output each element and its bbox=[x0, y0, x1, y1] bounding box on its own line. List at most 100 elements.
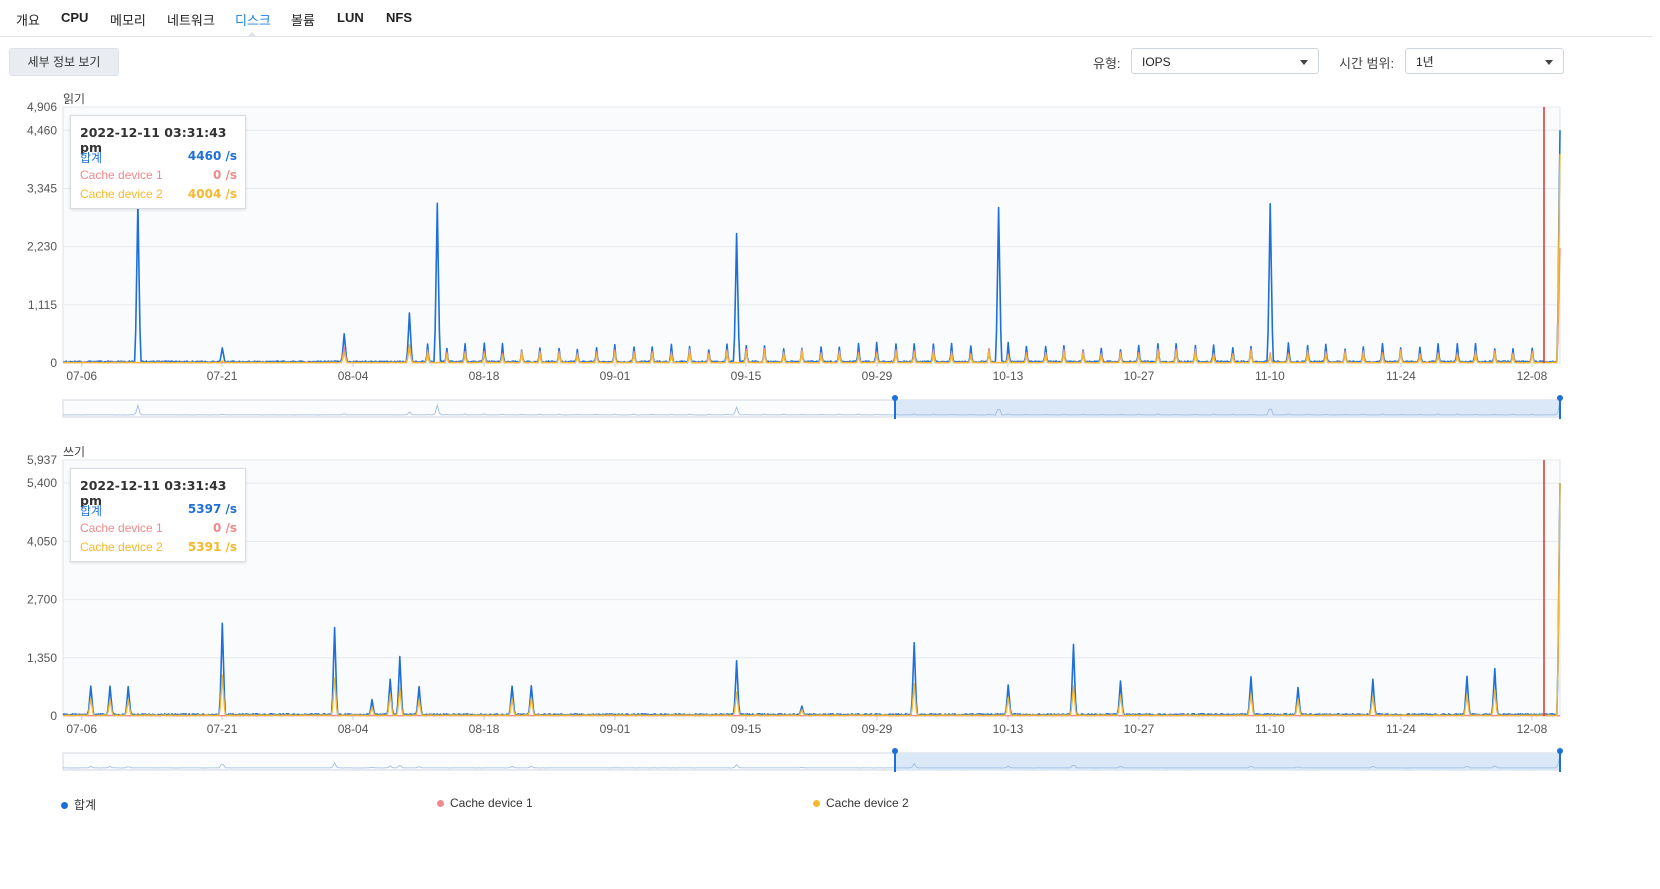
view-details-button[interactable]: 세부 정보 보기 bbox=[9, 48, 119, 76]
tooltip-series-name: Cache device 1 bbox=[80, 521, 163, 535]
legend-item-total[interactable]: 합계 bbox=[61, 796, 96, 813]
tooltip-series-value: 4460 /s bbox=[187, 149, 237, 163]
x-tick-label: 07-21 bbox=[207, 369, 238, 383]
read-iops-chart[interactable]: 4,906 4,460 3,345 2,230 1,115 0 07-06 07-21 08-0… bbox=[0, 95, 1660, 425]
x-tick-label: 10-13 bbox=[993, 722, 1024, 736]
type-select[interactable]: IOPS bbox=[1131, 48, 1319, 74]
x-tick-label: 09-15 bbox=[731, 369, 762, 383]
series-line-cache2 bbox=[62, 154, 1561, 364]
y-tick-label: 1,350 bbox=[27, 651, 57, 665]
read-chart-title: 읽기 bbox=[63, 92, 86, 106]
time-range-label: 시간 범위: bbox=[1339, 56, 1395, 71]
tab-memory[interactable]: 메모리 bbox=[110, 13, 146, 28]
x-tick-label: 09-29 bbox=[862, 722, 893, 736]
navigator-selection bbox=[895, 400, 1560, 417]
tooltip-series-name: 합계 bbox=[80, 504, 103, 518]
tooltip-row-cache1: Cache device 1 0 /s bbox=[80, 168, 237, 186]
tab-volume[interactable]: 볼륨 bbox=[291, 13, 315, 28]
tooltip-row-cache2: Cache device 2 4004 /s bbox=[80, 187, 237, 205]
legend-dot-icon bbox=[61, 802, 68, 810]
legend-label: Cache device 2 bbox=[826, 796, 909, 810]
tooltip-series-name: Cache device 2 bbox=[80, 540, 163, 554]
x-tick-label: 11-24 bbox=[1386, 369, 1416, 383]
tooltip-series-name: Cache device 2 bbox=[80, 187, 163, 201]
active-tab-indicator bbox=[247, 32, 257, 37]
x-tick-label: 07-06 bbox=[66, 722, 97, 736]
time-range-select-value: 1년 bbox=[1416, 55, 1434, 69]
tooltip-date: 2022-12-11 03:31:43 pm bbox=[80, 125, 227, 155]
x-tick-label: 09-15 bbox=[731, 722, 762, 736]
legend-label: 합계 bbox=[74, 798, 97, 812]
x-tick-label: 09-01 bbox=[600, 369, 631, 383]
navigator-right-handle[interactable] bbox=[1557, 748, 1563, 772]
x-tick-label: 09-01 bbox=[600, 722, 631, 736]
tab-network[interactable]: 네트워크 bbox=[167, 13, 215, 28]
legend-dot-icon bbox=[437, 800, 444, 808]
write-tooltip: 2022-12-11 03:31:43 pm 합계 5397 /s Cache … bbox=[70, 468, 246, 562]
chevron-down-icon bbox=[1545, 60, 1553, 65]
read-tooltip: 2022-12-11 03:31:43 pm 합계 4460 /s Cache … bbox=[70, 115, 246, 209]
x-tick-label: 12-08 bbox=[1517, 722, 1548, 736]
x-tick-label: 10-13 bbox=[993, 369, 1024, 383]
tooltip-row-total: 합계 4460 /s bbox=[80, 149, 237, 167]
navigator-mini-line bbox=[63, 400, 1561, 416]
x-tick-label: 10-27 bbox=[1124, 722, 1155, 736]
legend-item-cache1[interactable]: Cache device 1 bbox=[437, 796, 533, 810]
x-tick-label: 08-04 bbox=[338, 722, 369, 736]
legend-label: Cache device 1 bbox=[450, 796, 533, 810]
y-tick-label: 0 bbox=[50, 709, 57, 723]
tab-cpu[interactable]: CPU bbox=[61, 10, 89, 25]
legend-dot-icon bbox=[813, 800, 820, 808]
y-tick-label: 1,115 bbox=[28, 298, 57, 312]
tooltip-row-cache2: Cache device 2 5391 /s bbox=[80, 540, 237, 558]
y-tick-label: 4,906 bbox=[27, 100, 57, 114]
x-tick-label: 08-04 bbox=[338, 369, 369, 383]
handle-knob-icon bbox=[892, 395, 898, 401]
x-tick-label: 08-18 bbox=[469, 722, 500, 736]
x-tick-label: 11-24 bbox=[1386, 722, 1416, 736]
series-line-cache2 bbox=[62, 483, 1561, 717]
handle-knob-icon bbox=[1557, 395, 1563, 401]
x-tick-label: 07-06 bbox=[66, 369, 97, 383]
plot-area bbox=[62, 106, 1561, 364]
tab-bar: 개요 CPU 메모리 네트워크 디스크 볼륨 LUN NFS bbox=[0, 0, 1652, 37]
time-range-select[interactable]: 1년 bbox=[1405, 48, 1564, 74]
series-line-total bbox=[62, 483, 1561, 717]
navigator-left-handle[interactable] bbox=[892, 748, 898, 772]
type-select-value: IOPS bbox=[1142, 55, 1171, 69]
tab-overview[interactable]: 개요 bbox=[16, 13, 40, 28]
y-tick-label: 4,460 bbox=[27, 123, 57, 137]
x-tick-label: 08-18 bbox=[469, 369, 500, 383]
tooltip-series-value: 5391 /s bbox=[187, 540, 237, 554]
x-tick-label: 07-21 bbox=[207, 722, 238, 736]
y-tick-label: 3,345 bbox=[27, 181, 57, 195]
tab-disk[interactable]: 디스크 bbox=[235, 13, 271, 28]
tooltip-date: 2022-12-11 03:31:43 pm bbox=[80, 478, 227, 508]
tooltip-series-name: Cache device 1 bbox=[80, 168, 163, 182]
y-tick-label: 5,400 bbox=[27, 476, 57, 490]
navigator-mini-line bbox=[63, 753, 1561, 769]
plot-area bbox=[62, 459, 1561, 717]
tab-nfs[interactable]: NFS bbox=[386, 10, 412, 25]
legend-item-cache2[interactable]: Cache device 2 bbox=[813, 796, 909, 810]
chevron-down-icon bbox=[1300, 60, 1308, 65]
y-tick-label: 5,937 bbox=[27, 453, 57, 467]
tooltip-row-cache1: Cache device 1 0 /s bbox=[80, 521, 237, 539]
x-tick-label: 11-10 bbox=[1255, 722, 1285, 736]
x-tick-label: 09-29 bbox=[862, 369, 893, 383]
tooltip-series-value: 5397 /s bbox=[187, 502, 237, 516]
write-iops-chart[interactable]: 5,937 5,400 4,050 2,700 1,350 0 07-06 07-21 08-0… bbox=[0, 448, 1660, 778]
x-tick-label: 12-08 bbox=[1517, 369, 1548, 383]
y-tick-label: 4,050 bbox=[27, 534, 57, 548]
series-line-total bbox=[63, 130, 1561, 364]
tab-lun[interactable]: LUN bbox=[337, 10, 364, 25]
navigator-right-handle[interactable] bbox=[1557, 395, 1563, 419]
write-chart-title: 쓰기 bbox=[63, 445, 86, 459]
tooltip-series-value: 0 /s bbox=[212, 521, 237, 535]
tooltip-series-value: 0 /s bbox=[212, 168, 237, 182]
navigator-left-handle[interactable] bbox=[892, 395, 898, 419]
tooltip-series-value: 4004 /s bbox=[187, 187, 237, 201]
handle-knob-icon bbox=[1557, 748, 1563, 754]
tooltip-row-total: 합계 5397 /s bbox=[80, 502, 237, 520]
x-tick-label: 10-27 bbox=[1124, 369, 1155, 383]
